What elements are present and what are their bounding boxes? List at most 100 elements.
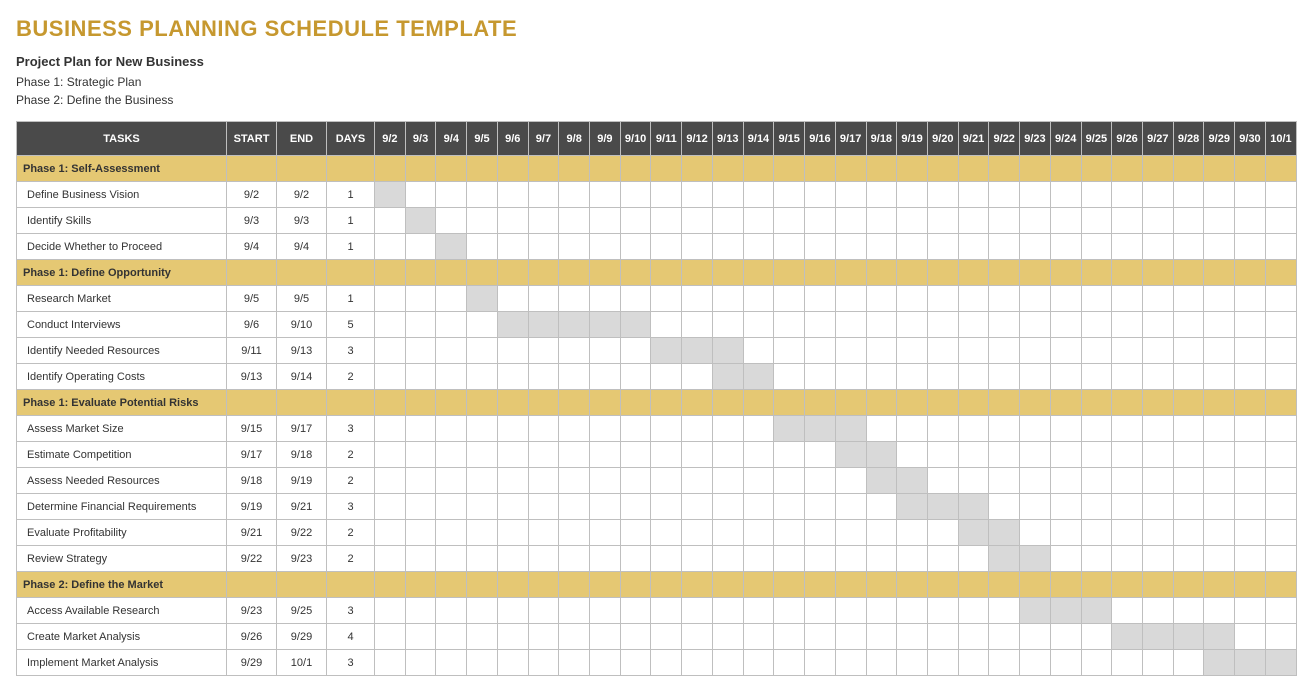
task-end: 9/17 [277,416,327,442]
gantt-cell [682,468,713,494]
gantt-cell [375,494,406,520]
gantt-cell [467,598,498,624]
task-label: Identify Needed Resources [17,338,227,364]
gantt-cell [989,546,1020,572]
gantt-cell [958,234,989,260]
gantt-cell [927,182,958,208]
gantt-cell [436,468,467,494]
gantt-cell [1050,624,1081,650]
gantt-cell [375,182,406,208]
phase-empty-cell [743,390,774,416]
task-label: Conduct Interviews [17,312,227,338]
gantt-cell [559,598,590,624]
gantt-cell [866,364,897,390]
gantt-cell [774,520,805,546]
task-end: 9/21 [277,494,327,520]
phase-empty-cell [528,572,559,598]
task-days: 5 [327,312,375,338]
gantt-cell [712,468,743,494]
gantt-cell [620,182,651,208]
task-days: 1 [327,182,375,208]
phase-empty-cell [436,260,467,286]
gantt-cell [805,416,836,442]
phase-empty-cell [712,390,743,416]
gantt-cell [805,598,836,624]
phase-empty-cell [927,260,958,286]
gantt-cell [897,338,928,364]
gantt-cell [927,468,958,494]
gantt-cell [1020,312,1051,338]
gantt-cell [405,416,436,442]
phase-empty-cell [1081,572,1112,598]
phase-empty-cell [927,156,958,182]
gantt-cell [989,182,1020,208]
gantt-cell [1020,208,1051,234]
task-days: 2 [327,468,375,494]
phase-empty-cell [1235,156,1266,182]
gantt-cell [866,312,897,338]
gantt-cell [1050,520,1081,546]
gantt-cell [835,208,866,234]
gantt-cell [467,286,498,312]
gantt-cell [436,286,467,312]
gantt-cell [774,650,805,676]
col-header-date: 9/26 [1112,122,1143,156]
col-header-start: START [227,122,277,156]
gantt-cell [1112,520,1143,546]
gantt-cell [1173,442,1204,468]
gantt-cell [436,520,467,546]
gantt-cell [989,286,1020,312]
gantt-cell [651,494,682,520]
gantt-cell [651,312,682,338]
task-start: 9/18 [227,468,277,494]
gantt-cell [405,494,436,520]
gantt-cell [743,598,774,624]
phase-empty-cell [327,572,375,598]
table-header-row: TASKSSTARTENDDAYS9/29/39/49/59/69/79/89/… [17,122,1297,156]
gantt-cell [651,182,682,208]
gantt-cell [897,546,928,572]
gantt-cell [927,234,958,260]
gantt-cell [620,286,651,312]
col-header-date: 9/29 [1204,122,1235,156]
gantt-cell [1173,520,1204,546]
gantt-cell [927,546,958,572]
phase-empty-cell [1020,156,1051,182]
task-start: 9/15 [227,416,277,442]
phase-empty-cell [897,390,928,416]
gantt-cell [620,546,651,572]
gantt-cell [620,208,651,234]
task-end: 9/22 [277,520,327,546]
task-row: Implement Market Analysis9/2910/13 [17,650,1297,676]
task-days: 3 [327,598,375,624]
gantt-cell [835,546,866,572]
task-days: 2 [327,520,375,546]
gantt-cell [1173,338,1204,364]
gantt-cell [1020,338,1051,364]
gantt-cell [835,364,866,390]
gantt-cell [1204,650,1235,676]
gantt-cell [1020,494,1051,520]
gantt-cell [958,312,989,338]
gantt-cell [682,234,713,260]
gantt-cell [682,494,713,520]
task-label: Research Market [17,286,227,312]
task-start: 9/13 [227,364,277,390]
gantt-cell [1081,182,1112,208]
gantt-cell [1142,338,1173,364]
gantt-cell [651,338,682,364]
gantt-cell [712,598,743,624]
gantt-cell [774,208,805,234]
phase-empty-cell [989,572,1020,598]
phase-empty-cell [1112,260,1143,286]
gantt-cell [958,364,989,390]
task-row: Assess Market Size9/159/173 [17,416,1297,442]
gantt-cell [436,234,467,260]
gantt-cell [1173,208,1204,234]
gantt-table: TASKSSTARTENDDAYS9/29/39/49/59/69/79/89/… [16,121,1297,676]
gantt-cell [712,208,743,234]
gantt-cell [375,234,406,260]
gantt-cell [712,234,743,260]
gantt-cell [620,520,651,546]
intro-line: Phase 1: Strategic Plan [16,75,1297,89]
